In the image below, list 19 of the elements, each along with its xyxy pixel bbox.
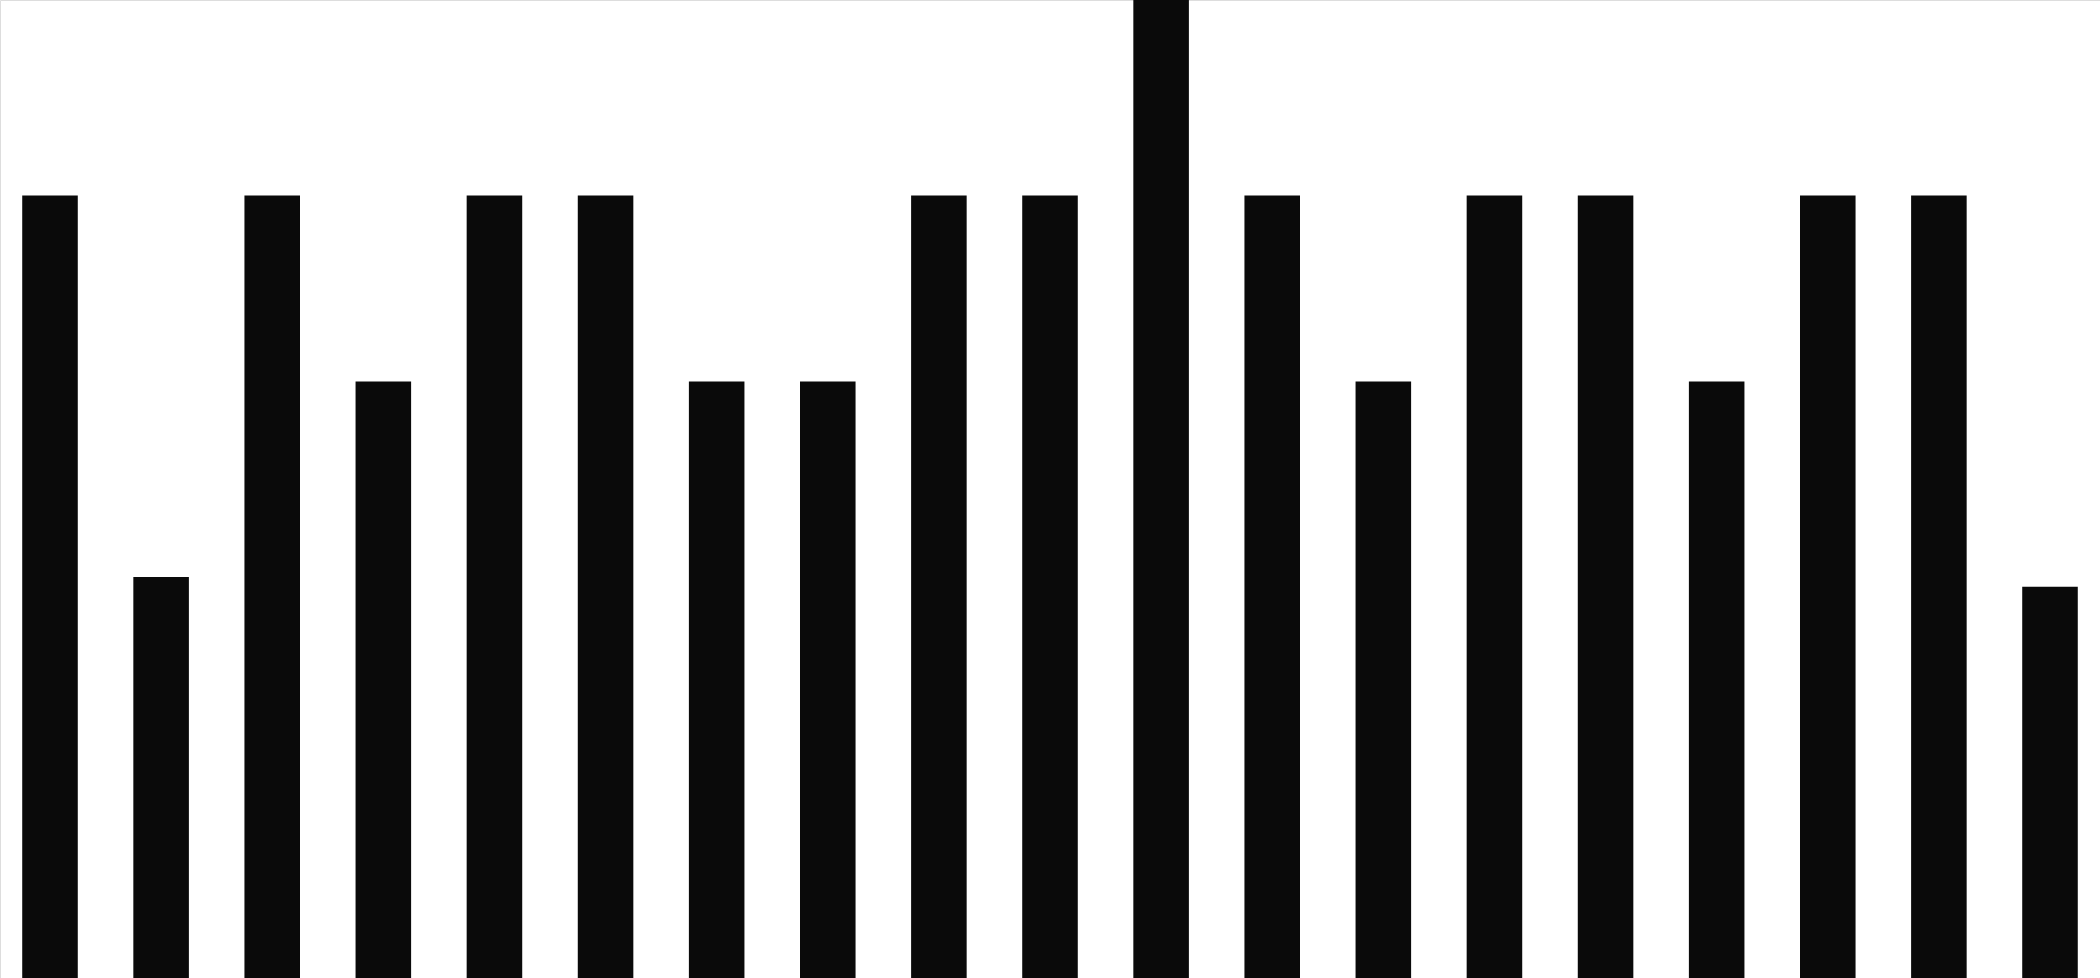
bar (1022, 195, 1078, 978)
bar (1244, 195, 1300, 978)
bar (1466, 195, 1523, 978)
bar (800, 381, 856, 978)
bar (22, 195, 78, 978)
bar (2022, 586, 2078, 978)
bar (911, 195, 967, 978)
bar (466, 195, 523, 978)
bar (1577, 195, 1634, 978)
bar (1133, 0, 1189, 978)
bar (1355, 381, 1412, 978)
bar (688, 381, 745, 978)
bar (133, 577, 189, 978)
bar (355, 381, 412, 978)
bar (1911, 195, 1967, 978)
bar (577, 195, 634, 978)
bar (1800, 195, 1856, 978)
bar (244, 195, 300, 978)
bar (1688, 381, 1745, 978)
